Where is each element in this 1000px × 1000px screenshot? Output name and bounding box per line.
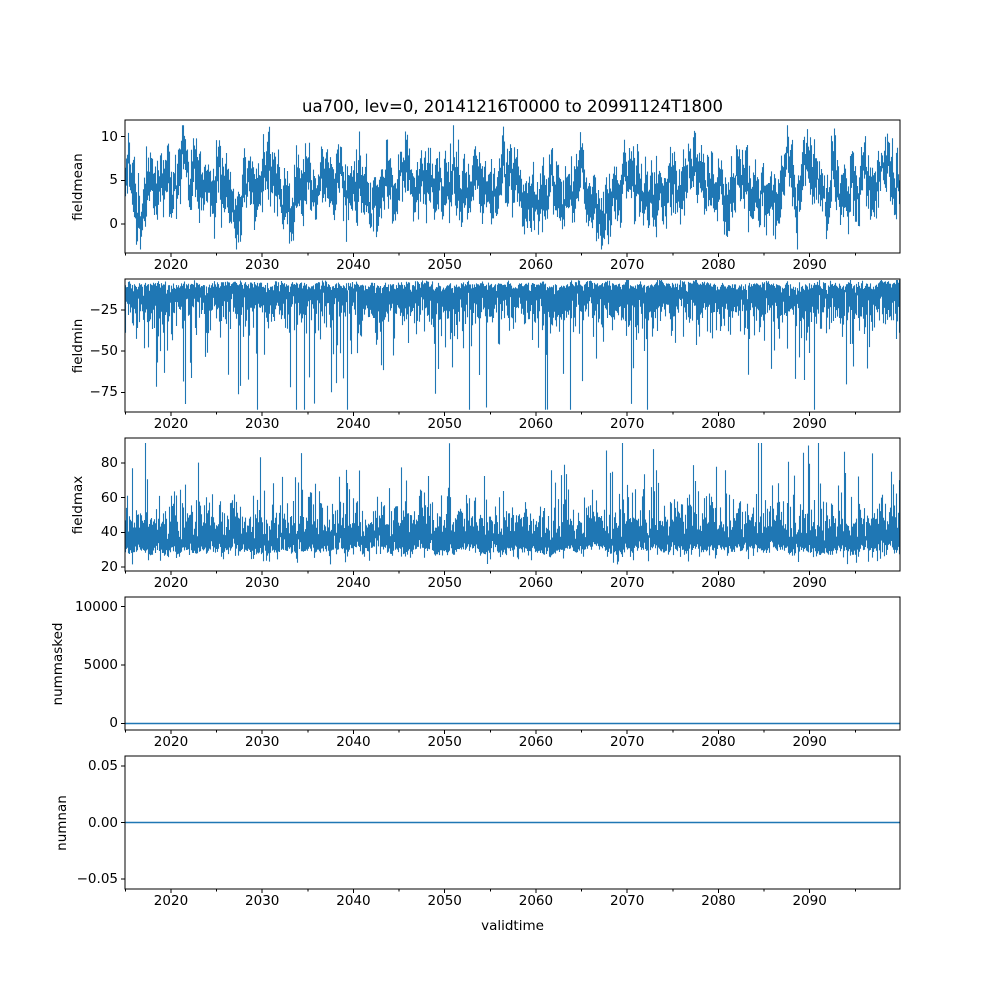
y-tick-label: 40 [100,524,118,541]
x-tick-label: 2070 [610,575,645,591]
fieldmin-spines [124,278,901,413]
y-tick-label: 0.05 [87,757,118,774]
fieldmean-series-line [124,125,901,250]
subplot-numnan [121,755,901,893]
x-tick-label: 2060 [518,416,554,432]
x-tick-label: 2020 [153,257,189,273]
y-tick-label: −25 [89,301,119,318]
y-axis-label-fieldmin: fieldmin [70,318,86,373]
x-tick-label: 2040 [336,893,371,909]
y-tick-label: 0 [109,216,118,233]
x-tick-label: 2080 [701,416,736,432]
subplot-fieldmax [121,437,901,575]
nummasked-ticks [121,606,856,734]
x-tick-label: 2040 [336,734,371,750]
fieldmean-spines [124,119,901,254]
x-tick-label: 2040 [336,575,371,591]
x-tick-label: 2030 [245,416,280,432]
fieldmin-ticks [121,309,856,416]
y-axis-label-fieldmean: fieldmean [70,152,86,221]
fieldmax-spines [124,437,901,572]
x-tick-label: 2090 [792,734,827,750]
x-tick-label: 2070 [610,257,645,273]
x-tick-label: 2080 [701,893,736,909]
x-tick-label: 2040 [336,257,371,273]
y-tick-label: 10000 [75,598,118,615]
y-axis-label-numnan: numnan [54,794,70,851]
x-tick-label: 2050 [427,416,462,432]
x-tick-label: 2050 [427,734,462,750]
x-tick-label: 2080 [701,734,736,750]
x-tick-label: 2070 [610,416,645,432]
x-tick-label: 2060 [518,257,554,273]
x-tick-label: 2090 [792,893,827,909]
y-tick-label: 20 [100,559,118,575]
y-tick-label: −50 [89,343,119,360]
x-tick-label: 2070 [610,893,645,909]
subplot-fieldmin [121,278,901,416]
x-tick-label: 2060 [518,575,554,591]
y-tick-label: 0.00 [87,814,118,831]
x-tick-label: 2050 [427,893,462,909]
y-tick-label: 0 [109,715,118,732]
x-tick-label: 2060 [518,893,554,909]
x-axis-label: validtime [481,918,544,934]
y-axis-label-fieldmax: fieldmax [70,475,86,534]
fieldmax-ticks [121,462,856,575]
fieldmin-series-line [124,280,901,410]
y-tick-label: 5 [109,172,118,189]
x-tick-label: 2090 [792,257,827,273]
x-tick-label: 2030 [245,893,280,909]
y-axis-label-nummasked: nummasked [50,622,66,705]
x-tick-label: 2020 [153,575,189,591]
x-tick-label: 2020 [153,734,189,750]
y-tick-label: −75 [89,384,119,401]
y-tick-label: 5000 [83,657,118,674]
x-tick-label: 2050 [427,257,462,273]
y-tick-label: 80 [100,454,118,471]
nummasked-spines [124,596,901,731]
x-tick-label: 2080 [701,257,736,273]
x-tick-label: 2030 [245,734,280,750]
x-tick-label: 2040 [336,416,371,432]
x-tick-label: 2030 [245,257,280,273]
x-tick-label: 2030 [245,575,280,591]
x-tick-label: 2020 [153,893,189,909]
fieldmean-ticks [121,136,856,257]
x-tick-label: 2060 [518,734,554,750]
fieldmax-series-line [124,443,901,565]
x-tick-label: 2090 [792,416,827,432]
x-tick-label: 2080 [701,575,736,591]
subplot-fieldmean [121,119,901,257]
subplot-nummasked [121,596,901,734]
y-tick-label: 10 [100,128,118,145]
y-tick-label: −0.05 [76,871,118,888]
x-tick-label: 2090 [792,575,827,591]
y-tick-label: 60 [100,489,118,506]
numnan-ticks [121,765,856,893]
x-tick-label: 2070 [610,734,645,750]
figure-title: ua700, lev=0, 20141216T0000 to 20991124T… [301,97,724,116]
x-tick-label: 2020 [153,416,189,432]
x-tick-label: 2050 [427,575,462,591]
